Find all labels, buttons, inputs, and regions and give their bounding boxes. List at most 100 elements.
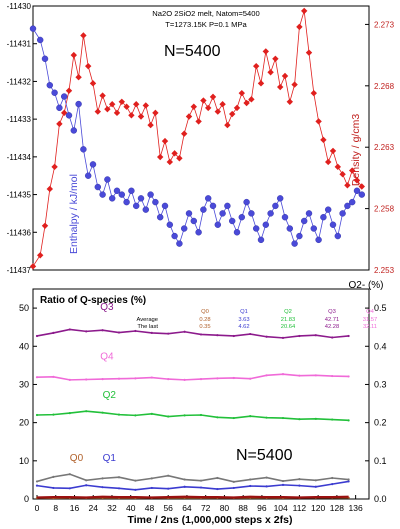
series-Q2-point xyxy=(117,413,121,416)
enthalpy-point xyxy=(325,206,332,213)
stats-table-cell: The last xyxy=(137,324,158,330)
enthalpy-point xyxy=(46,81,53,89)
enthalpy-point xyxy=(281,213,289,221)
density-point xyxy=(80,32,87,39)
series-Q1-point xyxy=(216,487,219,491)
series-Q3-point xyxy=(281,336,285,339)
enthalpy-point xyxy=(80,146,87,153)
density-point xyxy=(315,118,322,125)
series-Q4-point xyxy=(183,378,186,381)
enthalpy-line xyxy=(32,28,363,245)
enthalpy-point xyxy=(84,172,92,179)
enthalpy-point xyxy=(161,202,169,210)
top-n-annotation: N=5400 xyxy=(164,43,221,60)
series-unlabeled-point xyxy=(167,474,170,477)
bottom-plot-frame xyxy=(32,288,370,500)
bottom-x-tick-label: 96 xyxy=(257,503,267,513)
enthalpy-point xyxy=(200,206,207,213)
stats-table-cell: 20.64 xyxy=(281,324,296,330)
enthalpy-point xyxy=(228,217,236,225)
enthalpy-point xyxy=(353,187,361,195)
bottom-title: Ratio of Q-species (%) xyxy=(40,295,146,306)
bottom-x-axis-label: Time / 2ns (1,000,000 steps x 2fs) xyxy=(128,514,293,526)
series-unlabeled-point xyxy=(249,478,252,481)
series-unlabeled-point xyxy=(298,478,301,481)
series-Q4-point xyxy=(249,377,252,380)
series-Q2-point xyxy=(52,413,55,416)
density-point xyxy=(195,118,202,125)
enthalpy-point xyxy=(60,93,68,100)
density-point xyxy=(291,81,298,88)
density-point xyxy=(61,109,68,117)
series-Q4-point xyxy=(298,374,301,377)
density-point xyxy=(104,105,111,113)
top-panel: Na2O 2SiO2 melt, Natom=5400 T=1273.15K P… xyxy=(7,2,395,275)
series-Q4-point xyxy=(68,378,71,381)
bottom-x-tick-label: 48 xyxy=(145,503,155,513)
density-point xyxy=(171,150,178,157)
stats-table-cell: 21.83 xyxy=(281,317,296,323)
series-Q2-point xyxy=(134,414,137,417)
density-point xyxy=(238,89,245,97)
series-Q2-point xyxy=(298,418,301,421)
series-Q3-point xyxy=(314,334,317,337)
density-point xyxy=(286,98,293,105)
bottom-left-tick-label: 10 xyxy=(19,456,29,466)
series-Q1-point xyxy=(68,487,71,490)
series-Q2-point xyxy=(68,411,71,415)
stats-table-cell: 31.57 xyxy=(363,317,378,323)
enthalpy-point xyxy=(224,202,231,210)
enthalpy-point xyxy=(339,210,346,217)
series-unlabeled-point xyxy=(85,479,88,482)
series-Q3-point xyxy=(85,330,88,333)
density-point xyxy=(272,55,279,62)
density-point xyxy=(325,158,332,166)
enthalpy-point xyxy=(310,225,317,232)
density-point xyxy=(152,109,159,117)
density-point xyxy=(301,7,308,15)
series-Q1-point xyxy=(101,486,104,489)
enthalpy-point xyxy=(334,232,341,240)
series-Q1-point xyxy=(35,484,39,487)
density-point xyxy=(94,108,101,115)
stats-table-header: Q4 xyxy=(366,309,375,315)
enthalpy-point xyxy=(128,187,135,195)
top-left-tick-label: -11431 xyxy=(7,40,32,49)
bottom-x-tick-label: 112 xyxy=(293,503,307,513)
series-Q4-point xyxy=(265,374,268,377)
enthalpy-point xyxy=(204,195,212,202)
series-Q1-point xyxy=(199,486,203,489)
series-Q2-point xyxy=(331,418,334,421)
density-point xyxy=(243,99,250,107)
density-point xyxy=(109,101,116,108)
series-Q4-point xyxy=(101,378,104,381)
enthalpy-point xyxy=(137,195,145,202)
density-point xyxy=(248,96,255,103)
series-unlabeled-point xyxy=(68,473,71,476)
series-Q1-point xyxy=(150,486,153,490)
series-Q1-point xyxy=(117,487,121,490)
series-unlabeled-point xyxy=(331,476,334,480)
series-Q1-point xyxy=(281,483,285,486)
bottom-x-tick-label: 24 xyxy=(88,503,98,513)
series-Q1-point xyxy=(167,487,170,490)
series-unlabeled-point xyxy=(117,476,121,479)
enthalpy-point xyxy=(70,127,78,134)
enthalpy-point xyxy=(214,221,222,228)
bottom-panel: Ratio of Q-species (%) O2- (%) N=5400 Ti… xyxy=(19,280,387,526)
enthalpy-point xyxy=(358,191,365,198)
enthalpy-point xyxy=(243,198,250,206)
stats-table-cell: 0.35 xyxy=(199,324,210,330)
bottom-x-tick-label: 136 xyxy=(349,503,363,513)
series-Q3-point xyxy=(68,328,71,331)
series-unlabeled-point xyxy=(134,479,137,482)
bottom-x-tick-label: 16 xyxy=(70,503,80,513)
enthalpy-point xyxy=(248,210,255,217)
bottom-left-tick-label: 50 xyxy=(19,303,29,313)
density-point xyxy=(353,177,361,184)
series-label-Q2: Q2 xyxy=(103,390,117,401)
series-unlabeled-point xyxy=(216,476,219,480)
top-title: Na2O 2SiO2 melt, Natom=5400 xyxy=(152,9,259,18)
density-point xyxy=(157,153,164,161)
density-point xyxy=(185,113,193,120)
